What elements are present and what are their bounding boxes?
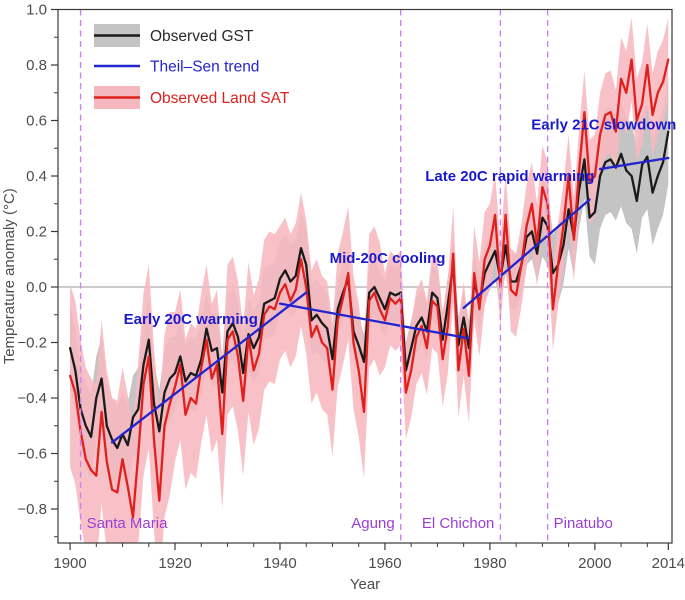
- annotation-late-20c-rapid-warming: Late 20C rapid warming: [425, 168, 594, 185]
- y-tick-label: −0.4: [17, 390, 47, 407]
- legend-label: Observed Land SAT: [150, 90, 290, 107]
- theil-sen-segment-3: [462, 198, 591, 309]
- theil-sen-segment-4: [598, 156, 670, 171]
- x-axis-title: Year: [350, 576, 380, 593]
- annotation-mid-20c-cooling: Mid-20C cooling: [330, 250, 446, 267]
- y-axis-title: Temperature anomaly (°C): [1, 188, 18, 364]
- plot-area: [68, 17, 670, 543]
- y-tick-label: 1.0: [26, 2, 47, 19]
- legend-label: Theil–Sen trend: [150, 59, 259, 76]
- legend-item-observed-land-sat: Observed Land SAT: [94, 86, 290, 109]
- x-tick-label: 2000: [578, 555, 611, 572]
- x-tick-label: 1940: [263, 555, 296, 572]
- gst-line: [68, 130, 670, 450]
- plot-frame: [57, 8, 673, 544]
- annotation-early-20c-warming: Early 20C warming: [124, 311, 258, 328]
- y-tick-label: 0.4: [26, 168, 47, 185]
- land-sat-line: [68, 58, 670, 519]
- eruption-label-pinatubo: Pinatubo: [554, 515, 613, 532]
- theil-sen-segment-2: [278, 302, 471, 340]
- eruption-label-santa-maria: Santa Maria: [87, 515, 169, 532]
- x-tick-label: 2014: [652, 555, 685, 572]
- annotation-early-21c-slowdown: Early 21C slowdown: [531, 117, 676, 134]
- y-tick-label: 0.0: [26, 279, 47, 296]
- y-tick-label: 0.6: [26, 113, 47, 130]
- legend-item-theil-sen-trend: Theil–Sen trend: [94, 59, 259, 76]
- eruption-label-agung: Agung: [351, 515, 394, 532]
- x-tick-label: 1920: [158, 555, 191, 572]
- legend-item-observed-gst: Observed GST: [94, 24, 254, 47]
- y-tick-label: −0.6: [17, 446, 47, 463]
- theil-sen-segment-1: [110, 291, 308, 444]
- eruption-label-el-chichon: El Chichon: [422, 515, 495, 532]
- x-tick-label: 1900: [53, 555, 86, 572]
- y-tick-label: −0.8: [17, 501, 47, 518]
- y-tick-label: 0.8: [26, 57, 47, 74]
- legend-label: Observed GST: [150, 28, 254, 45]
- y-tick-label: 0.2: [26, 224, 47, 241]
- x-tick-label: 1960: [368, 555, 401, 572]
- x-tick-label: 1980: [473, 555, 506, 572]
- legend: Observed GST Theil–Sen trend Observed Land…: [94, 24, 290, 109]
- y-tick-label: −0.2: [17, 335, 47, 352]
